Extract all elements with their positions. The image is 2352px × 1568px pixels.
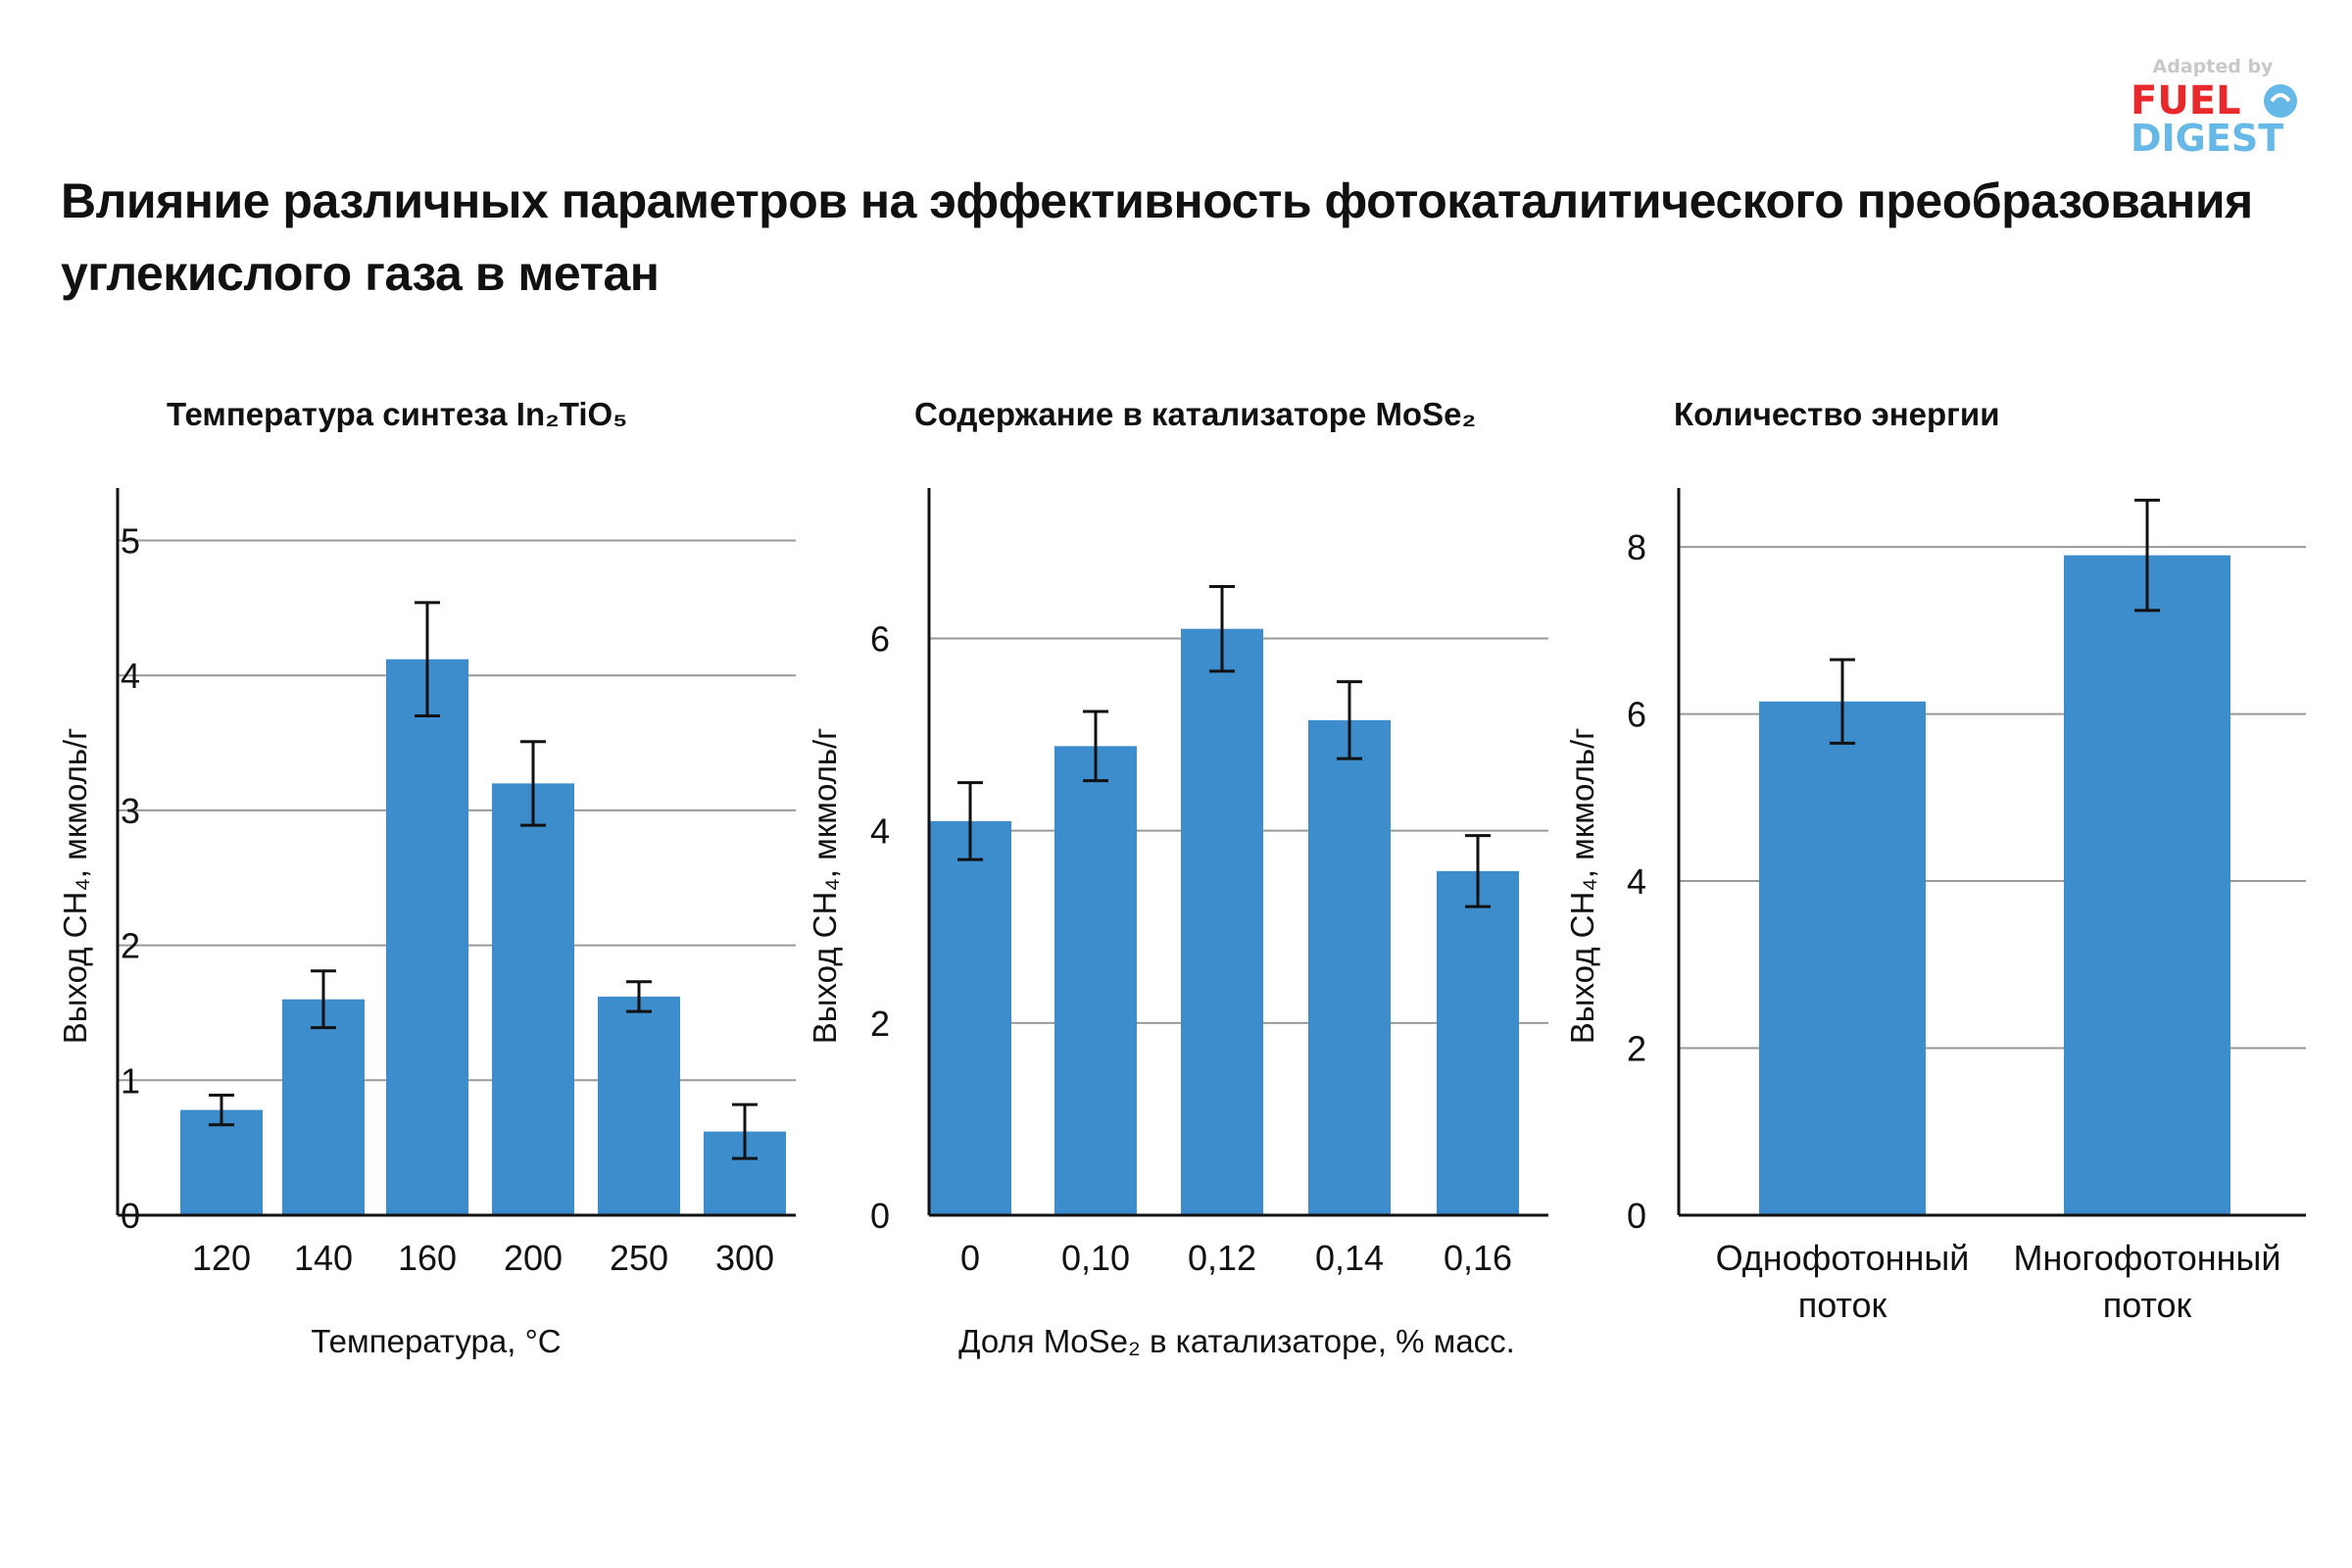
x-tick-label: 200 <box>504 1238 563 1278</box>
x-tick-label: 250 <box>610 1238 668 1278</box>
logo-fuel: FUEL <box>2131 78 2241 123</box>
bar <box>1759 701 1926 1215</box>
x-tick-label: 0,14 <box>1315 1238 1384 1278</box>
y-tick-label: 6 <box>870 619 890 660</box>
error-bar <box>520 740 546 827</box>
error-bar <box>415 601 440 718</box>
error-bar <box>2134 498 2160 612</box>
y-tick-label: 8 <box>1627 527 1646 567</box>
error-bar <box>1337 680 1362 760</box>
axes <box>116 488 796 1217</box>
error-bar <box>957 781 983 861</box>
x-axis-label: Доля MoSe₂ в катализаторе, % масс. <box>958 1323 1515 1359</box>
fuel-drop-icon <box>2264 84 2297 118</box>
bar <box>598 996 680 1215</box>
chart-title: Температура синтеза In₂TiO₅ <box>167 396 627 432</box>
y-axis-label: Выход CH₄, мкмоль/г <box>1564 728 1600 1044</box>
x-tick-label: 120 <box>192 1238 251 1278</box>
chart-title: Содержание в катализаторе MoSe₂ <box>914 396 1476 432</box>
x-tick-label: Многофотонный <box>2014 1238 2281 1278</box>
bar <box>180 1109 263 1215</box>
y-tick-label: 2 <box>1627 1029 1646 1069</box>
x-tick-label: поток <box>1798 1285 1887 1325</box>
y-tick-label: 4 <box>121 656 140 696</box>
y-tick-label: 3 <box>121 791 140 831</box>
logo-digest: DIGEST <box>2131 117 2283 160</box>
error-bar <box>1465 834 1491 908</box>
error-bar <box>1830 658 1855 745</box>
chart-title: Количество энергии <box>1674 396 1999 432</box>
x-tick-label: поток <box>2103 1285 2192 1325</box>
fuel-digest-logo: Adapted by FUEL DIGEST <box>2129 53 2305 161</box>
x-tick-label: 0,10 <box>1061 1238 1130 1278</box>
bar <box>282 999 365 1215</box>
axes <box>927 488 1548 1217</box>
y-axis-label: Выход CH₄, мкмоль/г <box>807 728 843 1044</box>
logo-adapted-by: Adapted by <box>2153 56 2275 77</box>
bar <box>492 783 574 1215</box>
bar <box>1437 870 1519 1215</box>
x-tick-label: 0 <box>960 1238 980 1278</box>
bar <box>929 820 1011 1215</box>
bar <box>1181 628 1263 1215</box>
x-tick-label: 160 <box>398 1238 457 1278</box>
axes <box>1677 488 2306 1217</box>
error-bar <box>732 1102 758 1160</box>
y-tick-label: 2 <box>121 926 140 966</box>
bar <box>386 659 468 1215</box>
bar <box>1308 719 1391 1215</box>
error-bar <box>209 1093 234 1127</box>
y-tick-label: 4 <box>1627 861 1646 902</box>
error-bar <box>626 980 652 1013</box>
x-tick-label: Однофотонный <box>1716 1238 1970 1278</box>
error-bar <box>1209 585 1235 673</box>
y-tick-label: 0 <box>870 1196 890 1236</box>
y-tick-label: 5 <box>121 521 140 562</box>
x-tick-label: 0,16 <box>1444 1238 1512 1278</box>
x-tick-label: 140 <box>294 1238 353 1278</box>
y-tick-label: 0 <box>1627 1196 1646 1236</box>
bar <box>1054 746 1137 1215</box>
error-bar <box>311 969 336 1030</box>
y-tick-label: 6 <box>1627 695 1646 735</box>
x-tick-label: 300 <box>715 1238 774 1278</box>
y-tick-label: 2 <box>870 1004 890 1044</box>
error-bar <box>1083 710 1108 783</box>
page-title: Влияние различных параметров на эффектив… <box>61 173 2253 301</box>
x-axis-label: Температура, °C <box>311 1323 561 1359</box>
x-tick-label: 0,12 <box>1188 1238 1256 1278</box>
y-tick-label: 1 <box>121 1060 140 1101</box>
bar <box>2064 555 2230 1215</box>
y-tick-label: 4 <box>870 811 890 852</box>
y-axis-label: Выход CH₄, мкмоль/г <box>57 728 93 1044</box>
